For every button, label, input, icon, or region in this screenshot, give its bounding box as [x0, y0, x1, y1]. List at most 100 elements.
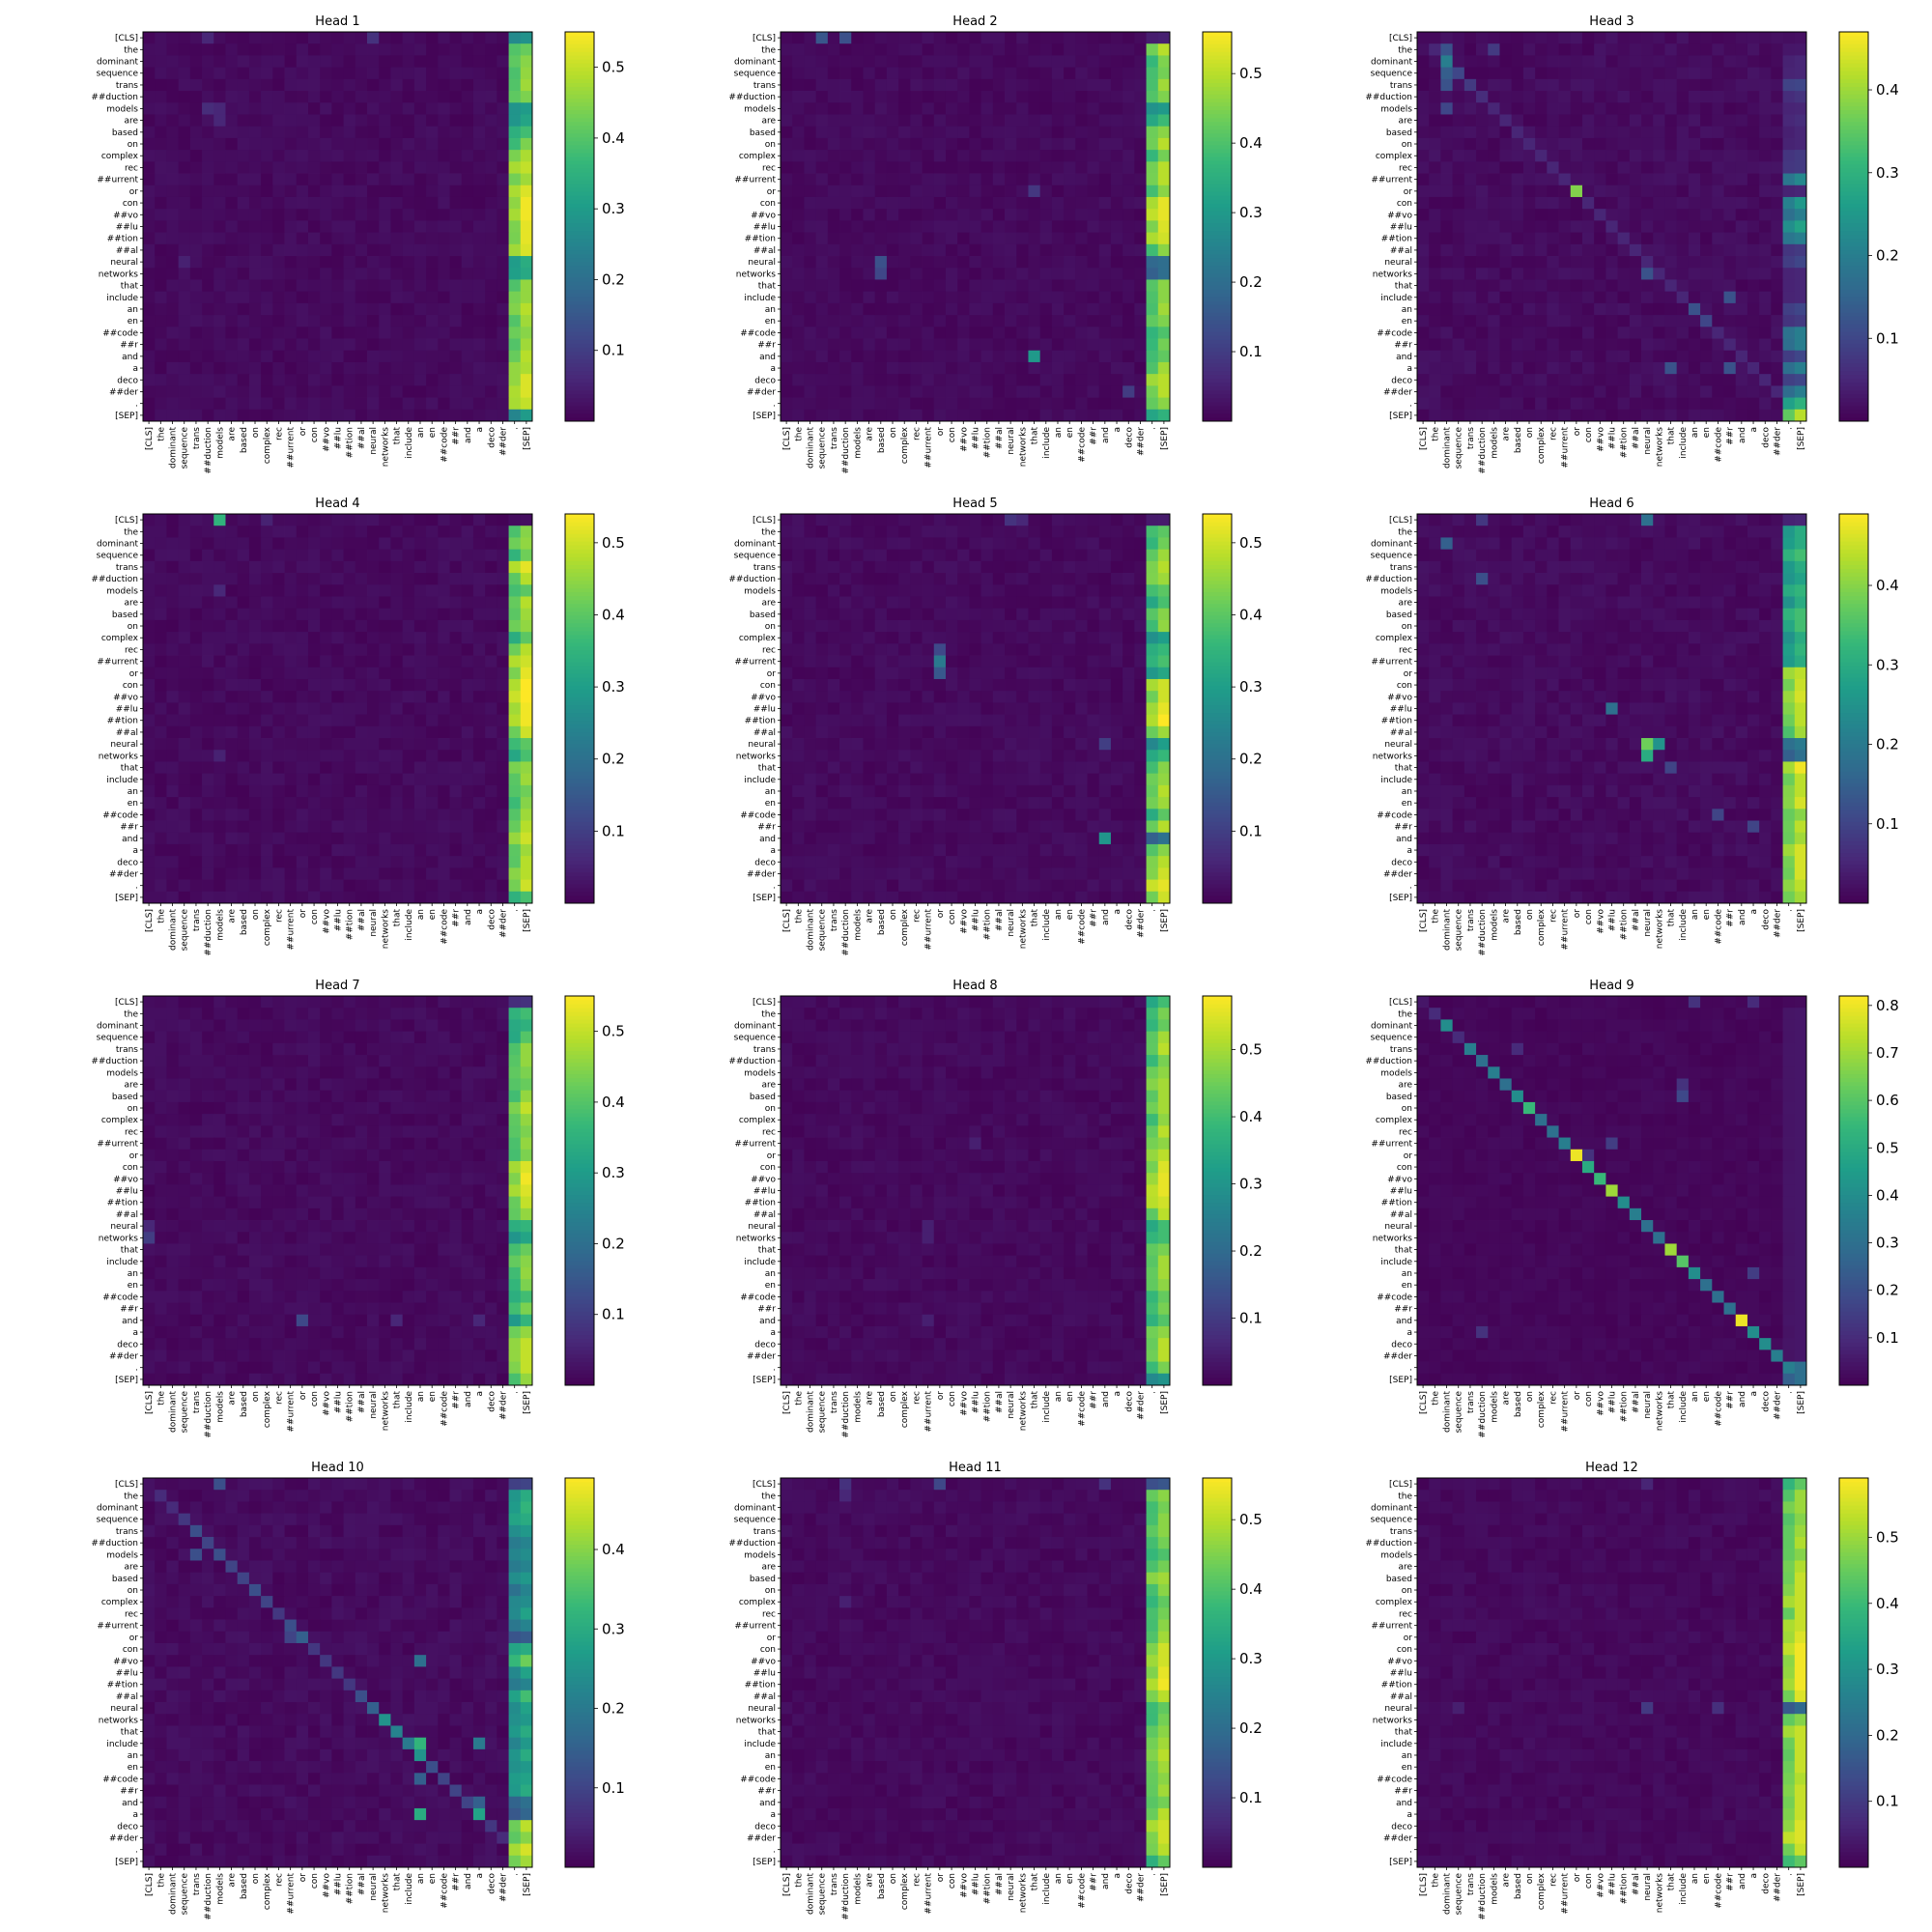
heatmap-cell	[1723, 256, 1737, 269]
x-tick-label: on	[1525, 427, 1535, 438]
heatmap-cell	[1522, 243, 1536, 257]
heatmap-cell	[1629, 173, 1642, 186]
heatmap-cell	[1700, 102, 1713, 115]
heatmap-cell	[957, 55, 970, 69]
heatmap-cell	[1664, 220, 1678, 233]
colorbar-segment	[565, 94, 594, 99]
heatmap-cell	[945, 102, 958, 115]
heatmap-cell	[449, 750, 463, 762]
heatmap-cell	[296, 702, 309, 715]
heatmap-cell	[1771, 385, 1783, 398]
heatmap-cell	[296, 385, 309, 398]
heatmap-cell	[1723, 126, 1737, 139]
colorbar-segment	[1839, 47, 1868, 52]
heatmap-cell	[367, 725, 380, 739]
heatmap-cell	[781, 338, 793, 352]
heatmap-cell	[248, 526, 262, 538]
heatmap-cell	[1499, 32, 1513, 44]
heatmap-cell	[261, 856, 273, 868]
heatmap-cell	[1417, 279, 1430, 293]
heatmap-cell	[1488, 67, 1500, 80]
colorbar-segment	[1839, 71, 1868, 75]
heatmap-cell	[367, 126, 380, 139]
heatmap-cell	[461, 549, 474, 562]
heatmap-cell	[1075, 409, 1088, 422]
heatmap-cell	[1641, 243, 1654, 257]
heatmap-cell	[402, 338, 415, 352]
heatmap-cell	[320, 537, 332, 551]
heatmap-cell	[1605, 161, 1618, 174]
x-tick-label: [SEP]	[1797, 427, 1806, 450]
heatmap-cell	[438, 361, 450, 375]
heatmap-cell	[178, 385, 191, 398]
heatmap-cell	[402, 185, 415, 198]
heatmap-cell	[331, 291, 344, 304]
heatmap-cell	[367, 161, 380, 174]
heatmap-cell	[508, 514, 522, 526]
heatmap-cell	[355, 856, 368, 868]
heatmap-cell	[1581, 161, 1595, 174]
heatmap-cell	[1005, 256, 1017, 269]
heatmap-cell	[379, 32, 391, 44]
heatmap-cell	[992, 43, 1006, 56]
heatmap-cell	[827, 78, 840, 92]
x-tick-label: ##code	[1714, 427, 1723, 463]
heatmap-cell	[449, 43, 463, 56]
heatmap-cell	[1664, 161, 1678, 174]
heatmap-cell	[1417, 327, 1430, 339]
heatmap-cell	[461, 385, 474, 398]
heatmap-cell	[922, 137, 935, 151]
colorbar-segment	[565, 300, 594, 305]
heatmap-cell	[284, 173, 298, 186]
heatmap-cell	[331, 374, 344, 386]
heatmap-cell	[1747, 220, 1760, 233]
heatmap-cell	[1794, 338, 1807, 352]
heatmap-cell	[851, 374, 864, 386]
heatmap-cell	[426, 667, 439, 680]
heatmap-cell	[402, 797, 415, 810]
heatmap-cell	[792, 268, 805, 280]
heatmap-cell	[426, 643, 439, 656]
heatmap-cell	[449, 832, 463, 845]
heatmap-cell	[379, 161, 391, 174]
heatmap-cell	[143, 220, 156, 233]
heatmap-cell	[237, 102, 250, 115]
heatmap-cell	[449, 797, 463, 810]
colorbar-segment	[1203, 316, 1232, 321]
heatmap-cell	[461, 738, 474, 751]
heatmap-cell	[426, 173, 439, 186]
heatmap-cell	[413, 279, 427, 293]
heatmap-cell	[1511, 374, 1524, 386]
heatmap-cell	[1617, 67, 1631, 80]
heatmap-cell	[508, 832, 522, 845]
colorbar-segment	[565, 36, 594, 41]
heatmap-cell	[284, 773, 298, 786]
heatmap-cell	[1005, 67, 1017, 80]
heatmap-cell	[261, 714, 273, 727]
heatmap-cell	[307, 114, 321, 128]
heatmap-cell	[461, 856, 474, 868]
heatmap-cell	[1429, 338, 1441, 352]
heatmap-cell	[1664, 279, 1678, 293]
colorbar-segment	[1839, 207, 1868, 212]
heatmap-cell	[1653, 327, 1665, 339]
heatmap-cell	[1499, 302, 1513, 316]
heatmap-cell	[189, 725, 203, 739]
heatmap-cell	[804, 173, 817, 186]
heatmap-cell	[248, 78, 262, 92]
heatmap-cell	[296, 374, 309, 386]
heatmap-cell	[343, 632, 356, 644]
heatmap-cell	[1064, 126, 1076, 139]
heatmap-cell	[390, 832, 404, 845]
heatmap-cell	[1064, 91, 1076, 103]
heatmap-cell	[1617, 209, 1631, 221]
heatmap-cell	[379, 619, 391, 633]
heatmap-cell	[804, 268, 817, 280]
heatmap-cell	[969, 361, 981, 375]
y-tick-label: on	[1402, 140, 1412, 150]
heatmap-cell	[1463, 150, 1477, 162]
heatmap-cell	[367, 137, 380, 151]
heatmap-cell	[331, 302, 344, 316]
heatmap-cell	[461, 537, 474, 551]
heatmap-cell	[1157, 385, 1171, 398]
